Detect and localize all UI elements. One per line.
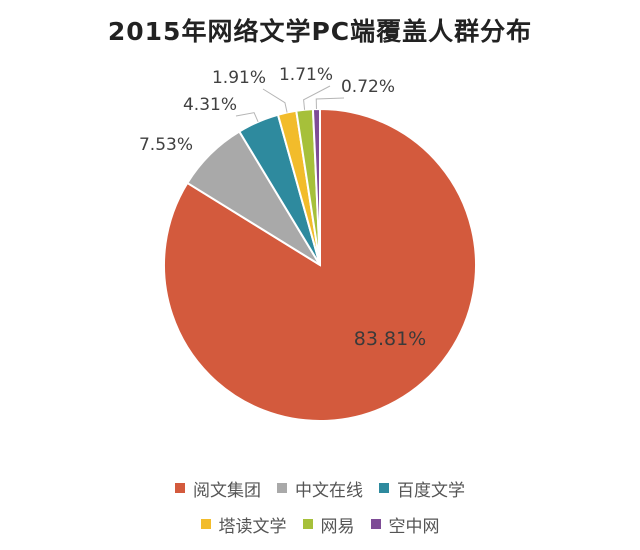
- chart-title: 2015年网络文学PC端覆盖人群分布: [107, 17, 533, 46]
- legend-label: 塔读文学: [218, 516, 287, 537]
- data-label-wangyi: 1.71%: [279, 65, 333, 85]
- data-label-baidu: 4.31%: [183, 95, 237, 115]
- legend-label: 空中网: [388, 516, 440, 537]
- legend-label: 阅文集团: [193, 480, 261, 501]
- leader-line-kongzhong: [315, 97, 345, 110]
- legend-label: 网易: [320, 516, 355, 537]
- data-label-kongzhong: 0.72%: [341, 77, 395, 97]
- legend-item-zhongwen: 中文在线: [277, 476, 363, 501]
- data-label-zhongwen: 7.53%: [139, 135, 193, 155]
- legend-swatch: [175, 483, 185, 493]
- legend-row-2: 塔读文学 网易 空中网: [0, 506, 640, 542]
- legend-swatch: [370, 519, 381, 529]
- legend-item-baidu: 百度文学: [379, 476, 465, 501]
- legend-swatch: [200, 519, 211, 529]
- leader-line-baidu: [235, 112, 259, 123]
- legend: 阅文集团 中文在线 百度文学 塔读文学 网易 空中网: [0, 470, 640, 542]
- legend-swatch: [379, 483, 389, 493]
- legend-label: 中文在线: [295, 480, 363, 501]
- leader-line-wangyi: [303, 85, 331, 110]
- legend-item-yuewen: 阅文集团: [175, 476, 261, 501]
- legend-row-1: 阅文集团 中文在线 百度文学: [0, 470, 640, 506]
- legend-item-kongzhong: 空中网: [370, 512, 440, 537]
- pie-slice-kongzhong: [311, 107, 321, 266]
- data-label-tadu: 1.91%: [212, 68, 266, 88]
- legend-swatch: [302, 519, 313, 529]
- leader-line-tadu: [262, 88, 288, 113]
- data-label-yuewen: 83.81%: [354, 328, 426, 350]
- legend-label: 百度文学: [397, 480, 465, 501]
- legend-item-wangyi: 网易: [302, 512, 355, 537]
- legend-item-tadu: 塔读文学: [200, 512, 287, 537]
- legend-swatch: [277, 483, 287, 493]
